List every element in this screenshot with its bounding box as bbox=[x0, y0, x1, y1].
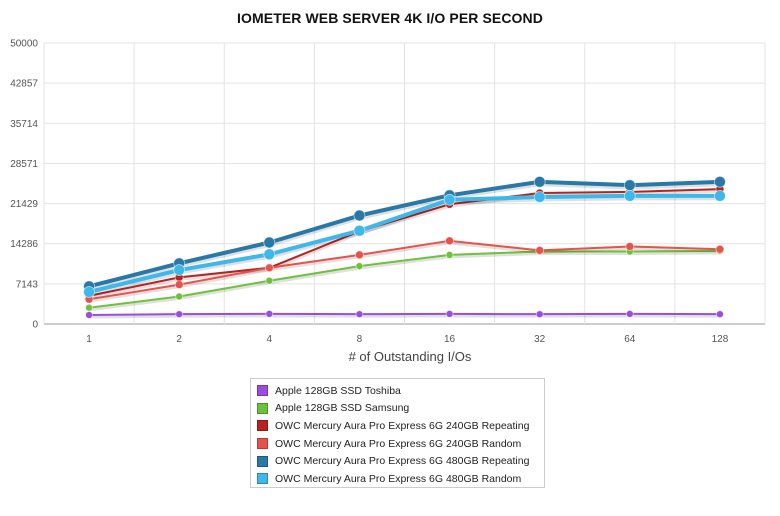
x-tick-label: 64 bbox=[624, 334, 636, 345]
data-point[interactable] bbox=[535, 310, 544, 319]
data-point[interactable] bbox=[623, 179, 636, 192]
data-point[interactable] bbox=[355, 310, 364, 319]
data-point[interactable] bbox=[353, 209, 366, 222]
legend-label: OWC Mercury Aura Pro Express 6G 240GB Re… bbox=[275, 419, 530, 432]
x-tick-label: 128 bbox=[712, 334, 729, 345]
data-point[interactable] bbox=[625, 309, 634, 318]
series-line bbox=[87, 193, 722, 294]
legend-item[interactable]: OWC Mercury Aura Pro Express 6G 480GB Ra… bbox=[257, 470, 538, 488]
x-tick-label: 2 bbox=[176, 334, 182, 345]
chart-title: IOMETER WEB SERVER 4K I/O PER SECOND bbox=[237, 10, 543, 26]
y-tick-label: 35714 bbox=[10, 119, 38, 130]
legend-swatch bbox=[257, 473, 268, 485]
data-point[interactable] bbox=[716, 310, 724, 319]
series-6 bbox=[83, 189, 726, 298]
data-point[interactable] bbox=[445, 309, 454, 318]
data-point[interactable] bbox=[265, 309, 274, 318]
data-point[interactable] bbox=[355, 262, 364, 271]
y-tick-label: 0 bbox=[32, 320, 38, 331]
data-point[interactable] bbox=[535, 245, 545, 255]
data-point[interactable] bbox=[445, 236, 454, 246]
axes: 0 7143 14286 21429 28571 35714 42857 50000 1 2 4 8 1… bbox=[10, 39, 729, 346]
legend-label: OWC Mercury Aura Pro Express 6G 480GB Re… bbox=[275, 455, 530, 468]
x-tick-label: 1 bbox=[86, 334, 92, 345]
x-axis-label: # of Outstanding I/Os bbox=[349, 349, 472, 364]
data-point[interactable] bbox=[715, 244, 725, 254]
y-tick-label: 14286 bbox=[10, 239, 38, 250]
data-point[interactable] bbox=[265, 276, 274, 285]
data-point[interactable] bbox=[174, 280, 184, 290]
legend-item[interactable]: OWC Mercury Aura Pro Express 6G 240GB Re… bbox=[257, 417, 538, 435]
legend-label: Apple 128GB SSD Toshiba bbox=[275, 384, 401, 397]
legend-item[interactable]: OWC Mercury Aura Pro Express 6G 480GB Re… bbox=[257, 452, 538, 470]
series-line bbox=[88, 239, 721, 301]
data-point[interactable] bbox=[533, 175, 546, 188]
series-line bbox=[88, 188, 721, 297]
legend-label: OWC Mercury Aura Pro Express 6G 480GB Ra… bbox=[275, 472, 522, 485]
series-line-shadow bbox=[89, 314, 720, 319]
x-tick-label: 16 bbox=[444, 334, 456, 345]
data-point[interactable] bbox=[85, 311, 93, 319]
x-tick-label: 4 bbox=[267, 334, 273, 345]
legend-item[interactable]: Apple 128GB SSD Samsung bbox=[257, 400, 538, 418]
legend: Apple 128GB SSD Toshiba Apple 128GB SSD S… bbox=[250, 378, 545, 488]
data-point[interactable] bbox=[443, 193, 456, 206]
data-point[interactable] bbox=[714, 175, 726, 188]
series-line bbox=[87, 179, 722, 289]
data-point[interactable] bbox=[175, 310, 184, 319]
y-tick-label: 21429 bbox=[10, 199, 38, 210]
x-tick-label: 32 bbox=[534, 334, 546, 345]
data-point[interactable] bbox=[175, 292, 184, 301]
legend-swatch bbox=[257, 455, 268, 467]
data-point[interactable] bbox=[173, 264, 186, 276]
series-line bbox=[88, 249, 721, 309]
y-tick-label: 42857 bbox=[10, 79, 38, 90]
series-4 bbox=[84, 236, 725, 304]
legend-label: Apple 128GB SSD Samsung bbox=[275, 402, 410, 415]
series-line-shadow bbox=[88, 241, 720, 303]
data-point[interactable] bbox=[263, 248, 276, 261]
y-tick-label: 50000 bbox=[10, 39, 38, 50]
x-tick-label: 8 bbox=[357, 334, 363, 345]
data-point[interactable] bbox=[85, 303, 93, 312]
legend-swatch bbox=[257, 438, 268, 450]
series-lines bbox=[83, 175, 726, 319]
y-tick-label: 28571 bbox=[10, 159, 38, 170]
data-point[interactable] bbox=[263, 236, 276, 249]
data-point[interactable] bbox=[353, 224, 366, 237]
data-point[interactable] bbox=[83, 286, 95, 298]
data-point[interactable] bbox=[264, 263, 274, 273]
data-point[interactable] bbox=[714, 189, 726, 202]
series-1 bbox=[85, 309, 724, 319]
series-line bbox=[88, 312, 721, 317]
data-point[interactable] bbox=[623, 189, 636, 202]
legend-swatch bbox=[257, 402, 268, 414]
data-point[interactable] bbox=[355, 250, 364, 260]
legend-item[interactable]: Apple 128GB SSD Toshiba bbox=[257, 382, 538, 400]
legend-label: OWC Mercury Aura Pro Express 6G 240GB Ra… bbox=[275, 437, 522, 450]
series-line-shadow bbox=[88, 251, 720, 312]
data-point[interactable] bbox=[445, 250, 454, 259]
legend-swatch bbox=[257, 420, 268, 432]
y-tick-label: 7143 bbox=[16, 279, 39, 290]
data-point[interactable] bbox=[533, 191, 546, 203]
data-point[interactable] bbox=[625, 242, 635, 251]
legend-item[interactable]: OWC Mercury Aura Pro Express 6G 240GB Ra… bbox=[257, 435, 538, 453]
legend-swatch bbox=[257, 385, 268, 397]
